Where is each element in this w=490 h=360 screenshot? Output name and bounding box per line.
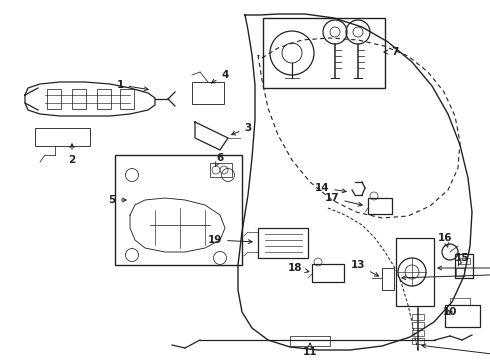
Bar: [47, 89, 61, 109]
Bar: [412, 322, 424, 328]
Text: 14: 14: [315, 183, 346, 193]
Text: 19: 19: [208, 235, 252, 245]
Bar: [35, 128, 90, 146]
Bar: [97, 89, 111, 109]
Bar: [115, 155, 242, 265]
Text: 2: 2: [69, 144, 75, 165]
Bar: [382, 268, 394, 290]
Bar: [460, 258, 470, 264]
Bar: [412, 314, 424, 320]
Text: 11: 11: [303, 343, 317, 357]
Text: 1: 1: [117, 80, 148, 91]
Text: 15: 15: [455, 253, 469, 266]
Bar: [312, 264, 344, 282]
Text: 7: 7: [384, 47, 399, 57]
Bar: [445, 305, 480, 327]
Text: 9: 9: [438, 263, 490, 273]
Text: 10: 10: [443, 307, 457, 317]
Bar: [396, 238, 434, 306]
Text: 4: 4: [211, 70, 229, 83]
Bar: [412, 330, 424, 336]
Text: 17: 17: [325, 193, 362, 206]
Bar: [455, 254, 473, 278]
Bar: [192, 82, 224, 104]
Bar: [290, 336, 330, 346]
Bar: [368, 198, 392, 214]
Bar: [456, 268, 464, 276]
Text: 12: 12: [402, 265, 490, 280]
Text: 3: 3: [232, 123, 252, 135]
Bar: [72, 89, 86, 109]
Text: 13: 13: [351, 260, 379, 276]
Text: 18: 18: [288, 263, 309, 273]
Bar: [263, 18, 385, 88]
Bar: [258, 228, 308, 258]
Bar: [210, 163, 232, 177]
Text: 5: 5: [108, 195, 126, 205]
Bar: [412, 338, 424, 344]
Text: 16: 16: [438, 233, 452, 247]
Text: 8: 8: [422, 344, 490, 360]
Bar: [120, 89, 134, 109]
Text: 6: 6: [216, 153, 223, 166]
